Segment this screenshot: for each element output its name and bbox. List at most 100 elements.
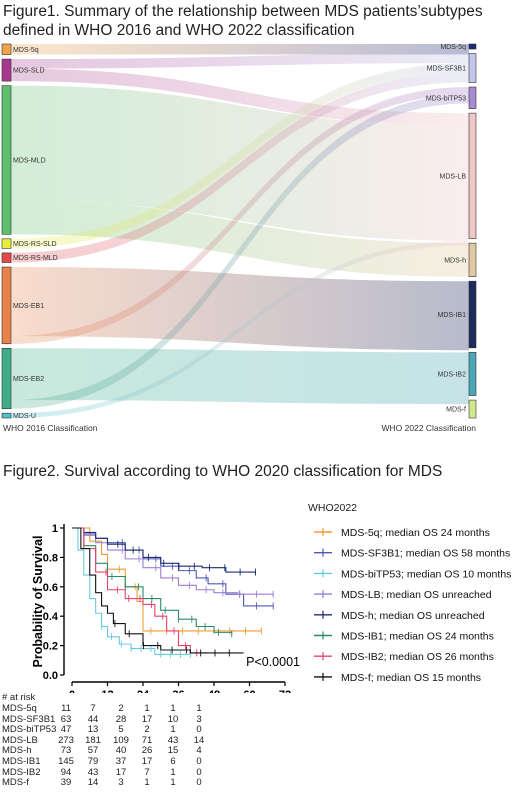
sankey-links [11, 44, 469, 418]
risk-count: 1 [196, 703, 202, 714]
legend-entry-MDS-biTP53: MDS-biTP53; median OS 10 months [341, 568, 511, 580]
x-tick-label: 24 [137, 689, 150, 693]
sankey-nodes: MDS-5q MDS-SLD MDS-MLD MDS-RS-SLD MDS-RS-MLD… [1, 43, 477, 420]
legend-title: WHO2022 [308, 502, 357, 514]
sankey-diagram: MDS-5q MDS-SLD MDS-MLD MDS-RS-SLD MDS-RS-MLD… [1, 43, 477, 433]
sankey-link-MDS-SLD-to-MDS-LB [11, 68, 469, 126]
right-node-label: MDS-SF3B1 [427, 66, 466, 73]
right-node-MDS-h [468, 242, 477, 277]
risk-count: 10 [167, 713, 179, 725]
risk-count: 0 [196, 777, 202, 789]
risk-count: 2 [118, 703, 124, 714]
sankey-link-MDS-EB2-to-MDS-biTP53 [11, 94, 469, 409]
legend-entry-MDS-f: MDS-f; median OS 15 months [341, 672, 481, 684]
sankey-link-MDS-MLD-to-MDS-h [11, 200, 469, 277]
risk-count: 43 [167, 734, 179, 746]
p-value: P<0.0001 [246, 655, 300, 669]
risk-count: 145 [58, 755, 74, 767]
legend-entry-MDS-IB1: MDS-IB1; median OS 24 months [341, 631, 494, 643]
legend-entry-MDS-LB: MDS-LB; median OS unreached [341, 589, 492, 601]
curve-MDS-h [72, 527, 256, 574]
risk-count: 273 [58, 734, 74, 746]
left-node-label: MDS-U [13, 413, 36, 420]
curve-MDS-f [72, 527, 244, 654]
sankey-link-MDS-RS-MLD-to-MDS-SF3B1 [11, 72, 469, 263]
risk-count: 0 [196, 766, 202, 778]
risk-count: 1 [170, 724, 176, 736]
y-tick-label: 0.4 [43, 611, 59, 623]
right-node-MDS-SF3B1 [468, 53, 477, 83]
y-tick-label: 0.6 [43, 582, 58, 594]
left-node-label: MDS-EB2 [13, 376, 44, 383]
risk-count: 1 [170, 703, 176, 714]
risk-count: 3 [118, 777, 124, 789]
left-node-label: MDS-SLD [13, 68, 45, 75]
risk-count: 28 [115, 713, 127, 725]
right-node-label: MDS-f [446, 407, 466, 414]
risk-count: 7 [144, 766, 150, 778]
risk-count: 2 [144, 724, 150, 736]
risk-count: 79 [87, 755, 99, 767]
left-node-label: MDS-5q [13, 47, 39, 54]
left-node-MDS-EB2 [1, 347, 12, 410]
risk-count: 17 [141, 713, 153, 725]
left-axis-label: WHO 2016 Classification [3, 423, 98, 433]
curve-MDS-biTP53 [72, 527, 191, 655]
risk-count: 14 [87, 777, 99, 789]
legend-entry-MDS-h: MDS-h; median OS unreached [341, 610, 485, 622]
sankey-link-MDS-EB1-to-MDS-biTP53 [11, 87, 469, 344]
risk-count: 109 [113, 734, 129, 746]
risk-row-MDS-f: MDS-f 39 14 3 1 1 0 [2, 778, 302, 789]
risk-table-header: # at risk [2, 692, 36, 703]
right-node-label: MDS-biTP53 [426, 95, 466, 102]
x-tick-label: 60 [243, 689, 255, 693]
y-tick-label: 1 [52, 523, 58, 535]
right-node-MDS-IB2 [468, 352, 477, 396]
survival-plot: 0.00.20.40.60.810122436486072months afte… [31, 502, 511, 693]
left-node-label: MDS-RS-SLD [13, 241, 57, 248]
risk-count: 44 [87, 713, 99, 725]
risk-count: 17 [141, 755, 153, 767]
x-tick-label: 12 [101, 689, 113, 693]
left-node-label: MDS-MLD [13, 157, 46, 164]
risk-count: 94 [60, 766, 72, 778]
risk-row-label: MDS-IB1 [2, 755, 41, 767]
risk-row-label: MDS-biTP53 [2, 724, 57, 736]
sankey-link-MDS-RS-SLD-to-MDS-SF3B1 [11, 63, 469, 249]
survival-curves [72, 527, 274, 658]
left-node-MDS-RS-SLD [1, 238, 12, 249]
left-node-MDS-EB1 [1, 266, 12, 345]
risk-row-MDS-IB1: MDS-IB1 145 79 37 17 6 0 [2, 755, 302, 768]
x-tick-label: 36 [172, 689, 184, 693]
right-node-MDS-f [468, 399, 477, 419]
left-node-MDS-RS-MLD [1, 252, 12, 263]
figure2-title: Figure2. Survival according to WHO 2020 … [3, 463, 443, 480]
y-axis-label: Probability of Survival [31, 536, 45, 668]
right-node-MDS-5q [468, 43, 477, 50]
left-node-label: MDS-RS-MLD [13, 255, 58, 262]
risk-row-label: MDS-IB2 [2, 766, 41, 778]
sankey-link-MDS-5q-to-MDS-5q [11, 44, 469, 55]
risk-count: 1 [144, 703, 150, 714]
risk-row-label: MDS-h [2, 745, 32, 757]
risk-count: 7 [90, 703, 96, 714]
sankey-link-MDS-EB2-to-MDS-IB2 [11, 348, 469, 405]
risk-count: 13 [87, 724, 99, 736]
risk-count: 1 [144, 777, 150, 789]
right-node-MDS-IB1 [468, 280, 477, 349]
x-tick-label: 72 [279, 689, 291, 693]
sankey-link-MDS-EB1-to-MDS-IB1 [11, 267, 469, 351]
curve-MDS-LB [72, 527, 274, 596]
risk-count: 57 [87, 745, 99, 757]
risk-count: 73 [60, 745, 72, 757]
risk-row-label: MDS-f [2, 777, 29, 789]
risk-count: 6 [170, 755, 176, 767]
risk-row-MDS-LB: MDS-LB 273 181 109 71 43 14 [2, 734, 302, 747]
risk-table: # at risk MDS-5q 11 7 2 1 1 1 MDS-SF3B1 63 44 28 17… [2, 692, 302, 789]
risk-count: 5 [118, 724, 124, 736]
risk-count: 11 [61, 703, 71, 714]
figure1-title: Figure1. Summary of the relationship bet… [3, 3, 483, 39]
left-node-MDS-MLD [1, 85, 12, 235]
y-tick-label: 0.2 [43, 641, 58, 653]
risk-count: 39 [60, 777, 72, 789]
